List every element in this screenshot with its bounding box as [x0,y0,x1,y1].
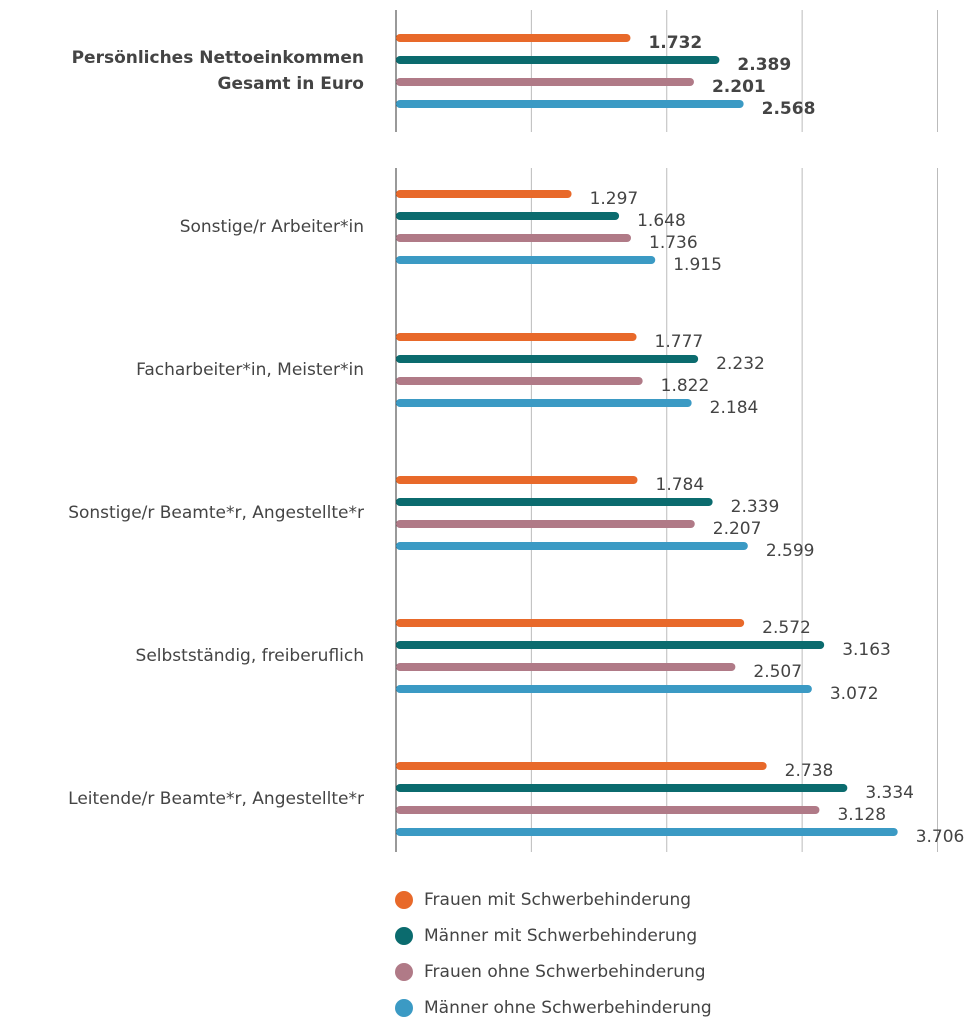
value-label: 2.568 [762,99,816,119]
legend-swatch [395,891,413,909]
value-label: 2.201 [712,77,766,97]
legend-label: Männer ohne Schwerbehinderung [424,998,712,1018]
category-label: Selbstständig, freiberuflich [135,646,364,666]
value-label: 3.706 [916,827,965,847]
legend-swatch [395,963,413,981]
value-label: 2.599 [766,541,815,561]
value-label: 1.648 [637,211,686,231]
legend-label: Männer mit Schwerbehinderung [424,926,697,946]
value-label: 1.297 [590,189,639,209]
value-label: 2.738 [785,761,834,781]
value-label: 1.736 [649,233,698,253]
category-label: Sonstige/r Arbeiter*in [179,217,364,237]
category-label: Facharbeiter*in, Meister*in [136,360,364,380]
value-label: 3.128 [837,805,886,825]
value-label: 2.572 [762,618,811,638]
value-label: 3.163 [842,640,891,660]
category-label: Leitende/r Beamte*r, Angestellte*r [68,789,364,809]
value-label: 2.184 [710,398,759,418]
legend-label: Frauen mit Schwerbehinderung [424,890,691,910]
value-label: 2.339 [731,497,780,517]
value-label: 1.822 [661,376,710,396]
value-label: 2.207 [713,519,762,539]
category-label: Sonstige/r Beamte*r, Angestellte*r [68,503,364,523]
value-label: 1.915 [673,255,722,275]
value-label: 1.732 [648,33,702,53]
category-label: Persönliches Nettoeinkommen Gesamt in Eu… [71,48,364,94]
legend-swatch [395,927,413,945]
value-label: 1.784 [656,475,705,495]
legend-label: Frauen ohne Schwerbehinderung [424,962,706,982]
value-label: 1.777 [655,332,704,352]
value-label: 3.334 [865,783,914,803]
value-label: 3.072 [830,684,879,704]
value-label: 2.507 [753,662,802,682]
value-label: 2.389 [737,55,791,75]
value-label: 2.232 [716,354,765,374]
legend-swatch [395,999,413,1017]
